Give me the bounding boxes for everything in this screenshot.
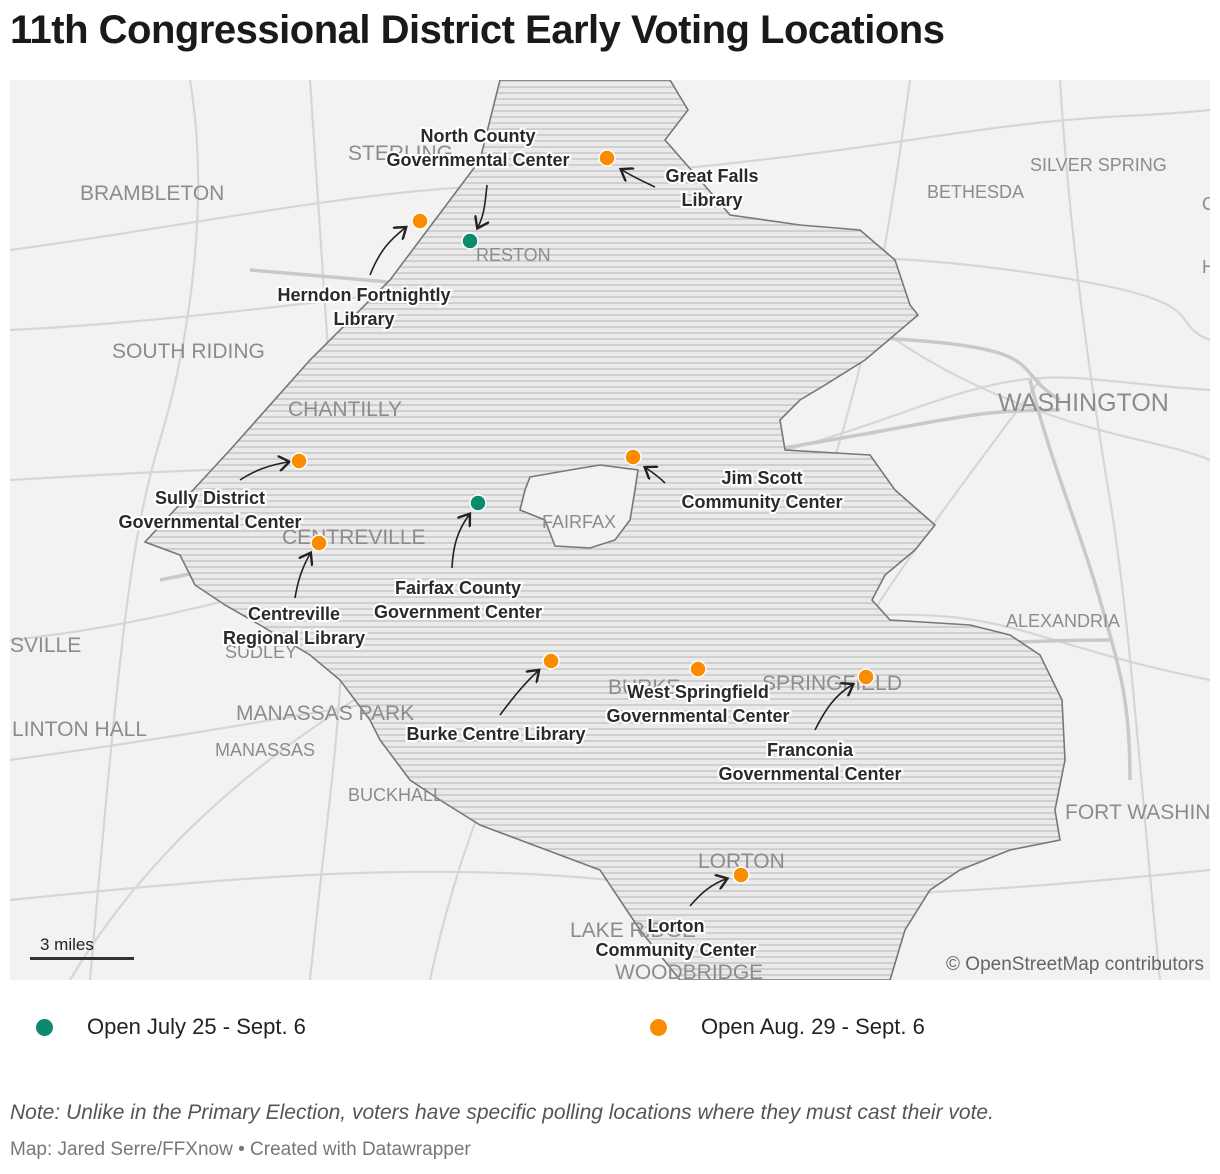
location-label: Fairfax County (395, 578, 521, 598)
place-label: LAKE RIDGE (570, 919, 696, 942)
location-label: Lorton (648, 916, 705, 936)
location-dot[interactable] (598, 149, 616, 167)
location-label: North County (421, 126, 536, 146)
place-label: SOUTH RIDING (112, 340, 265, 363)
location-label: Library (333, 309, 394, 329)
place-label: H (1202, 257, 1210, 277)
place-label: FORT WASHIN (1065, 801, 1210, 824)
annotation-arrows (239, 170, 852, 907)
location-label: Jim Scott (721, 468, 802, 488)
place-label: FAIRFAX (542, 512, 616, 532)
place-label: SUDLEY (225, 642, 297, 662)
location-dot[interactable] (732, 866, 750, 884)
location-label: West Springfield (627, 682, 769, 702)
location-dot[interactable] (542, 652, 560, 670)
place-label: LINTON HALL (12, 718, 147, 741)
location-labels: North County Governmental Center Great Fal… (116, 124, 903, 962)
place-label: ALEXANDRIA (1006, 611, 1120, 631)
place-label: SILVER SPRING (1030, 155, 1167, 175)
place-label: WASHINGTON (998, 389, 1169, 417)
place-label: C (1202, 194, 1210, 214)
place-label: BUCKHALL (348, 785, 443, 805)
location-label: Regional Library (223, 628, 365, 648)
legend-dot-late-icon (650, 1018, 667, 1036)
location-label: Community Center (681, 492, 842, 512)
location-dot[interactable] (310, 534, 328, 552)
legend-item-late: Open Aug. 29 - Sept. 6 (650, 1014, 925, 1040)
location-label: Governmental Center (606, 706, 789, 726)
location-dot[interactable] (469, 494, 487, 512)
place-label: BETHESDA (927, 182, 1024, 202)
place-label: CHANTILLY (288, 398, 402, 421)
location-label: Library (681, 190, 742, 210)
map-canvas: BRAMBLETON STERLING RESTON SILVER SPRING BET… (10, 80, 1210, 980)
scale-bar: 3 miles (30, 935, 134, 960)
location-dot[interactable] (411, 212, 429, 230)
location-label: Great Falls (665, 166, 758, 186)
location-label: Community Center (595, 940, 756, 960)
place-label: SPRINGFIELD (762, 672, 902, 695)
place-label: BRAMBLETON (80, 182, 224, 205)
location-label: Sully District (155, 488, 265, 508)
legend-dot-early-icon (36, 1018, 53, 1036)
place-label: CENTREVILLE (282, 526, 426, 549)
place-label: BURKE (608, 676, 680, 699)
scale-label: 3 miles (40, 935, 94, 954)
map-attribution[interactable]: © OpenStreetMap contributors (946, 954, 1204, 975)
legend-label-late: Open Aug. 29 - Sept. 6 (701, 1014, 925, 1039)
legend: Open July 25 - Sept. 6 Open Aug. 29 - Se… (0, 1014, 1220, 1048)
fairfax-city-boundary (519, 464, 639, 549)
legend-item-early: Open July 25 - Sept. 6 (36, 1014, 306, 1040)
location-label: Government Center (374, 602, 542, 622)
location-dots[interactable] (290, 149, 875, 884)
location-dot[interactable] (689, 660, 707, 678)
location-label: Governmental Center (118, 512, 301, 532)
location-dot[interactable] (290, 452, 308, 470)
place-label: MANASSAS PARK (236, 702, 414, 725)
location-label: Centreville (248, 604, 340, 624)
place-label: RESTON (476, 245, 551, 265)
map-panel[interactable]: BRAMBLETON STERLING RESTON SILVER SPRING BET… (10, 80, 1210, 980)
footnote: Note: Unlike in the Primary Election, vo… (10, 1101, 994, 1124)
location-label: Governmental Center (718, 764, 901, 784)
location-dot[interactable] (461, 232, 479, 250)
location-label: Franconia (767, 740, 854, 760)
place-label: LORTON (698, 850, 785, 873)
location-label: Herndon Fortnightly (278, 285, 451, 305)
location-label: Burke Centre Library (406, 724, 585, 744)
chart-title: 11th Congressional District Early Voting… (10, 8, 945, 52)
place-label: MANASSAS (215, 740, 315, 760)
location-dot[interactable] (624, 448, 642, 466)
legend-label-early: Open July 25 - Sept. 6 (87, 1014, 306, 1039)
place-label: WOODBRIDGE (615, 961, 763, 980)
place-label: SVILLE (10, 634, 81, 657)
credit-line[interactable]: Map: Jared Serre/FFXnow • Created with D… (10, 1139, 471, 1160)
place-label: STERLING (348, 142, 453, 165)
location-label: Governmental Center (386, 150, 569, 170)
location-dot[interactable] (857, 668, 875, 686)
place-labels: BRAMBLETON STERLING RESTON SILVER SPRING BET… (10, 142, 1210, 980)
